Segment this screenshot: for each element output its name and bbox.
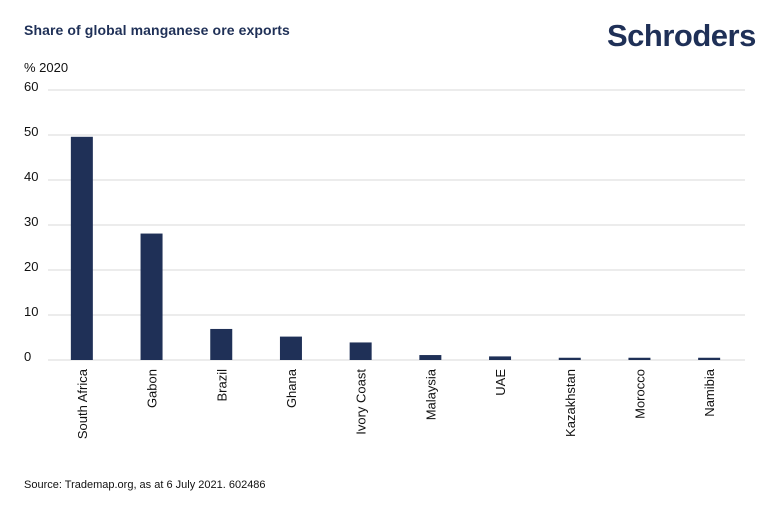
bar-gabon xyxy=(140,233,163,360)
x-category-label: Brazil xyxy=(214,369,229,402)
bar-brazil xyxy=(210,328,233,360)
bar-morocco xyxy=(628,357,651,360)
bar-kazakhstan xyxy=(558,357,581,360)
bar-namibia xyxy=(698,357,721,360)
x-category-label: Kazakhstan xyxy=(563,369,578,437)
x-category-label: UAE xyxy=(493,369,508,396)
y-tick-label: 10 xyxy=(24,304,38,319)
y-axis-unit-label: % 2020 xyxy=(24,60,69,75)
bar-ivory-coast xyxy=(349,342,372,360)
source-note: Source: Trademap.org, as at 6 July 2021.… xyxy=(24,479,266,491)
y-tick-label: 60 xyxy=(24,79,38,94)
x-category-label: Namibia xyxy=(702,368,717,416)
bars xyxy=(70,136,721,360)
schroders-logo: Schroders xyxy=(607,18,756,53)
bar-malaysia xyxy=(419,355,442,360)
x-category-label: Ghana xyxy=(284,368,299,408)
y-tick-label: 40 xyxy=(24,169,38,184)
x-category-label: Morocco xyxy=(632,369,647,419)
x-axis-labels: South Africa Gabon Brazil Ghana Ivory Coast M… xyxy=(75,368,717,439)
y-tick-label: 50 xyxy=(24,124,38,139)
y-axis-ticks: 0 10 20 30 40 50 60 xyxy=(24,79,38,364)
bar-ghana xyxy=(279,336,302,360)
x-category-label: Malaysia xyxy=(423,368,438,420)
bar-uae xyxy=(489,356,512,360)
gridlines xyxy=(48,89,745,361)
y-tick-label: 0 xyxy=(24,349,31,364)
chart-title: Share of global manganese ore exports xyxy=(24,22,290,38)
x-category-label: Gabon xyxy=(145,369,160,408)
bar-south-africa xyxy=(70,136,93,360)
y-tick-label: 20 xyxy=(24,259,38,274)
x-category-label: South Africa xyxy=(75,368,90,439)
y-tick-label: 30 xyxy=(24,214,38,229)
x-category-label: Ivory Coast xyxy=(354,369,369,435)
